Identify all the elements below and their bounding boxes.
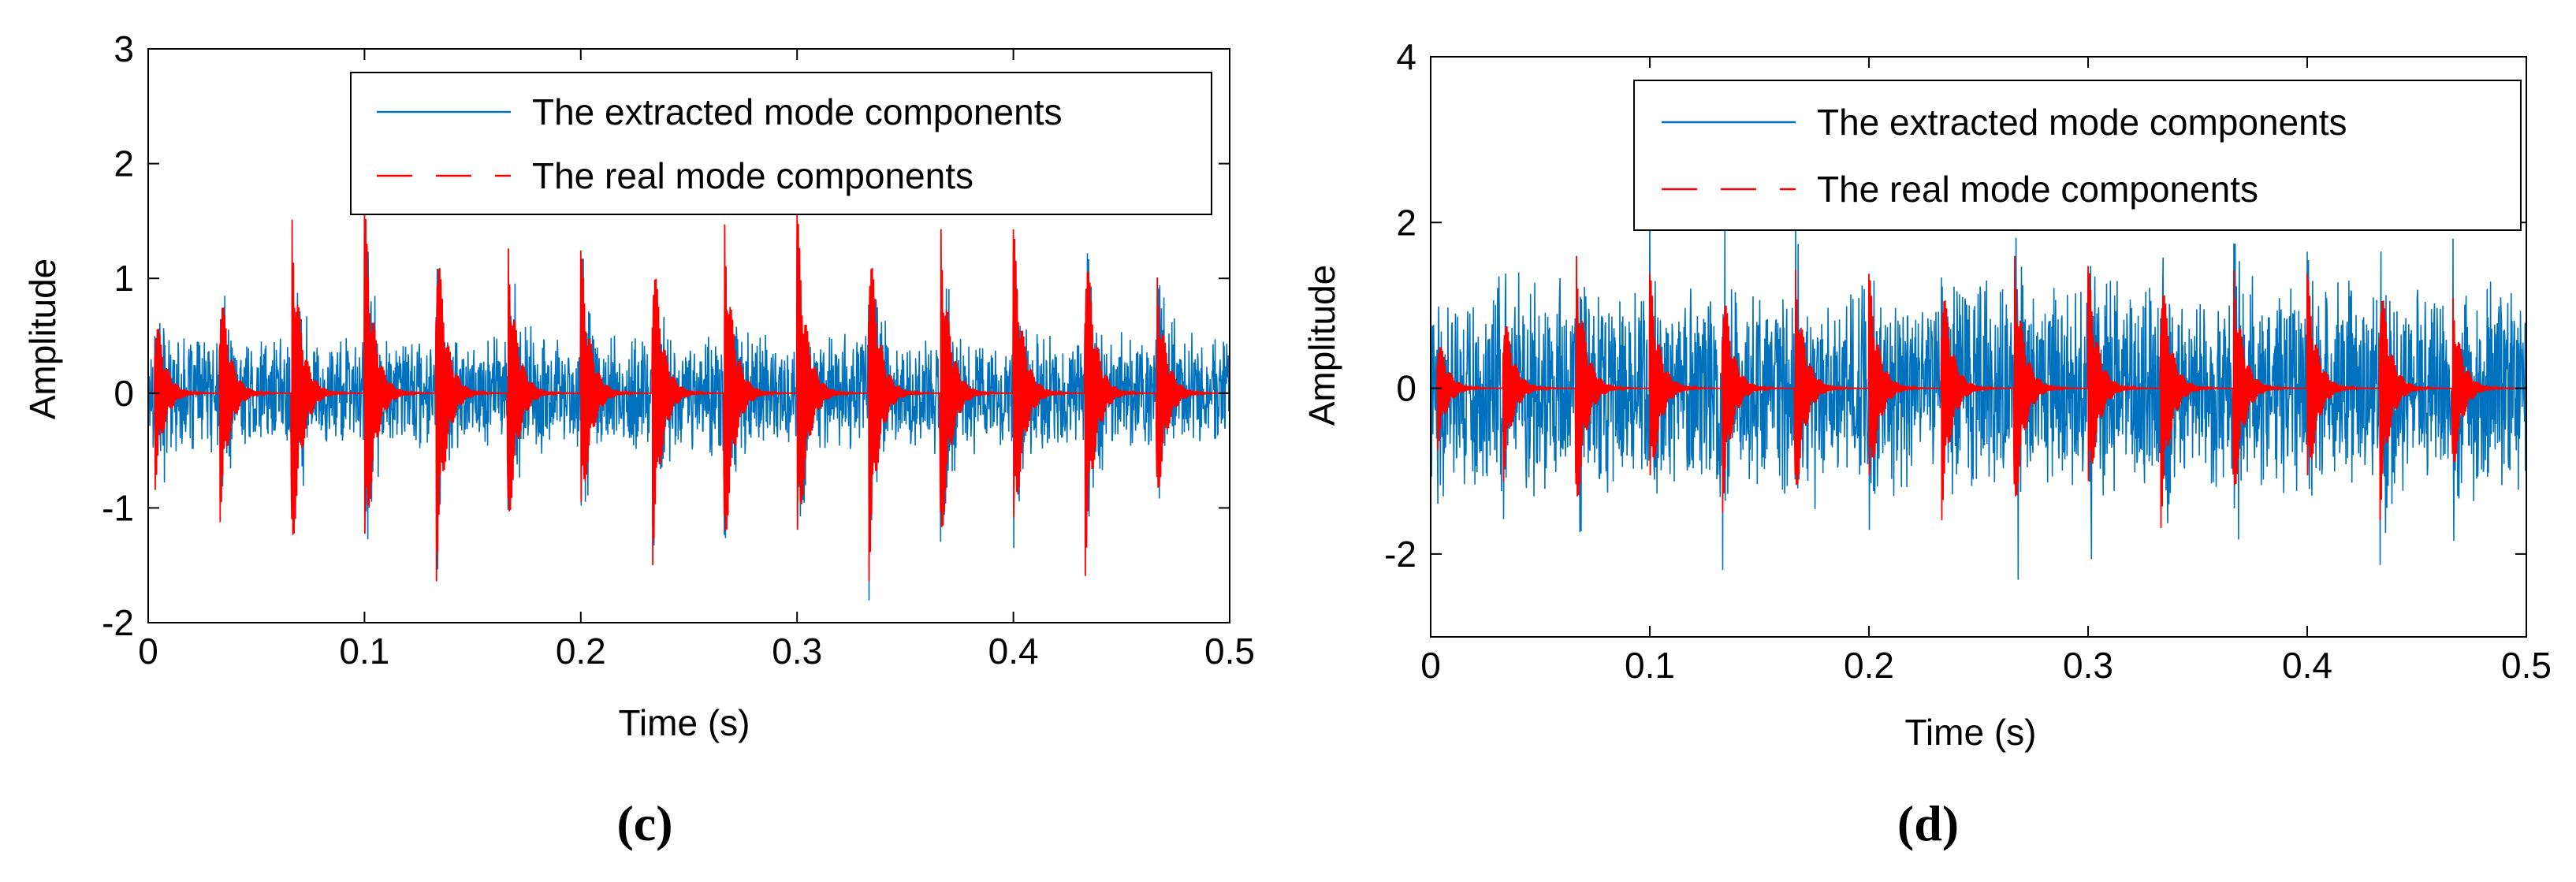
x-tick-label: 0.3 [772,631,822,672]
x-tick-label: 0.1 [339,631,389,672]
x-tick-label: 0.1 [1625,645,1675,686]
x-tick-label: 0.4 [2282,645,2332,686]
y-tick-label: 2 [114,143,134,184]
x-tick-label: 0.2 [556,631,606,672]
legend-label-real: The real mode components [532,155,973,196]
chart-panel-d: 0 0.1 0.2 0.3 0.4 0.5 -2 0 2 4 The extracted mode… [1301,36,2552,851]
chart-panel-c: 0 0.1 0.2 0.3 0.4 0.5 -2 -1 0 1 2 3 The extracted m… [22,28,1255,851]
y-axis-label: Amplitude [22,259,63,420]
axes: 0 0.1 0.2 0.3 0.4 0.5 -2 -1 0 1 2 3 [102,28,1255,672]
x-tick-label: 0.3 [2063,645,2113,686]
legend: The extracted mode components The real m… [1633,80,2522,231]
x-tick-label: 0.5 [2501,645,2552,686]
y-tick-label: -2 [1384,534,1416,575]
axes-frame [147,48,1230,623]
legend-label-real: The real mode components [1817,169,2258,210]
legend-box [350,72,1212,215]
x-axis-label: Time (s) [619,702,750,743]
x-tick-label: 0.5 [1204,631,1255,672]
series-real-line [1431,255,2526,528]
panel-label: (c) [616,795,672,851]
y-tick-label: 4 [1396,36,1416,77]
y-tick-label: 2 [1396,202,1416,243]
x-tick-label: 0 [1420,645,1441,686]
legend-label-extracted: The extracted mode components [1817,102,2347,143]
legend-label-extracted: The extracted mode components [532,91,1062,132]
series-extracted-line [148,228,1230,601]
y-tick-label: -1 [102,487,134,528]
x-tick-label: 0 [138,631,158,672]
y-tick-label: 3 [114,28,134,69]
plot-area [148,208,1230,601]
y-tick-label: 0 [114,373,134,414]
panel-label: (d) [1897,795,1959,851]
series-real-line [148,208,1230,582]
x-tick-label: 0.2 [1844,645,1894,686]
y-tick-label: 1 [114,258,134,299]
y-tick-label: 0 [1396,368,1416,409]
legend-box [1633,80,2522,231]
axes-frame [1430,56,2527,638]
legend: The extracted mode components The real m… [350,72,1212,215]
y-tick-label: -2 [102,602,134,643]
plot-area [1431,201,2526,580]
y-axis-label: Amplitude [1301,265,1342,426]
axes: 0 0.1 0.2 0.3 0.4 0.5 -2 0 2 4 [1384,36,2552,686]
x-tick-label: 0.4 [988,631,1039,672]
x-axis-label: Time (s) [1905,712,2037,753]
